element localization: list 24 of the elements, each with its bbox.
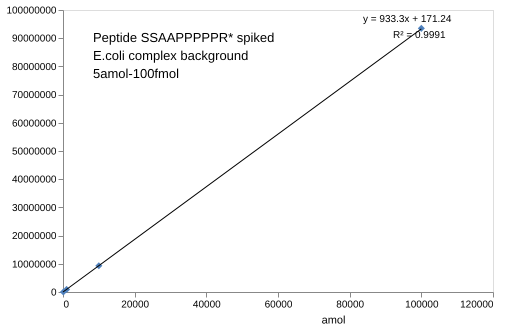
x-tick-label: 120000 bbox=[460, 300, 494, 310]
y-tick-label: 100000000 bbox=[6, 6, 57, 16]
y-tick-label: 20000000 bbox=[12, 231, 57, 242]
annotation: y = 933.3x + 171.24 bbox=[363, 14, 452, 25]
annotation: 5amol-100fmol bbox=[93, 66, 180, 81]
y-tick-label: 50000000 bbox=[12, 146, 57, 158]
y-tick-label: 80000000 bbox=[12, 62, 57, 73]
y-tick-label: 90000000 bbox=[12, 34, 57, 45]
y-tick-label: 0 bbox=[50, 288, 57, 298]
x-tick-label: 80000 bbox=[336, 300, 365, 310]
x-tick-label: 40000 bbox=[192, 300, 222, 310]
y-tick-label: 70000000 bbox=[12, 90, 57, 102]
annotation: Peptide SSAAPPPPPR* spiked bbox=[93, 30, 274, 45]
y-tick-label: 60000000 bbox=[12, 118, 57, 130]
y-tick-label: 30000000 bbox=[12, 202, 57, 214]
x-tick-label: 100000 bbox=[405, 300, 439, 310]
y-tick-label: 40000000 bbox=[12, 174, 57, 186]
y-tick-label: 10000000 bbox=[12, 259, 57, 270]
x-tick-label: 60000 bbox=[264, 300, 293, 310]
x-tick-label: 20000 bbox=[121, 300, 150, 310]
x-axis-title: amol bbox=[322, 314, 346, 326]
x-tick-label: 0 bbox=[64, 300, 70, 310]
annotation: E.coli complex background bbox=[93, 48, 248, 63]
annotation: R² = 0.9991 bbox=[393, 30, 446, 41]
